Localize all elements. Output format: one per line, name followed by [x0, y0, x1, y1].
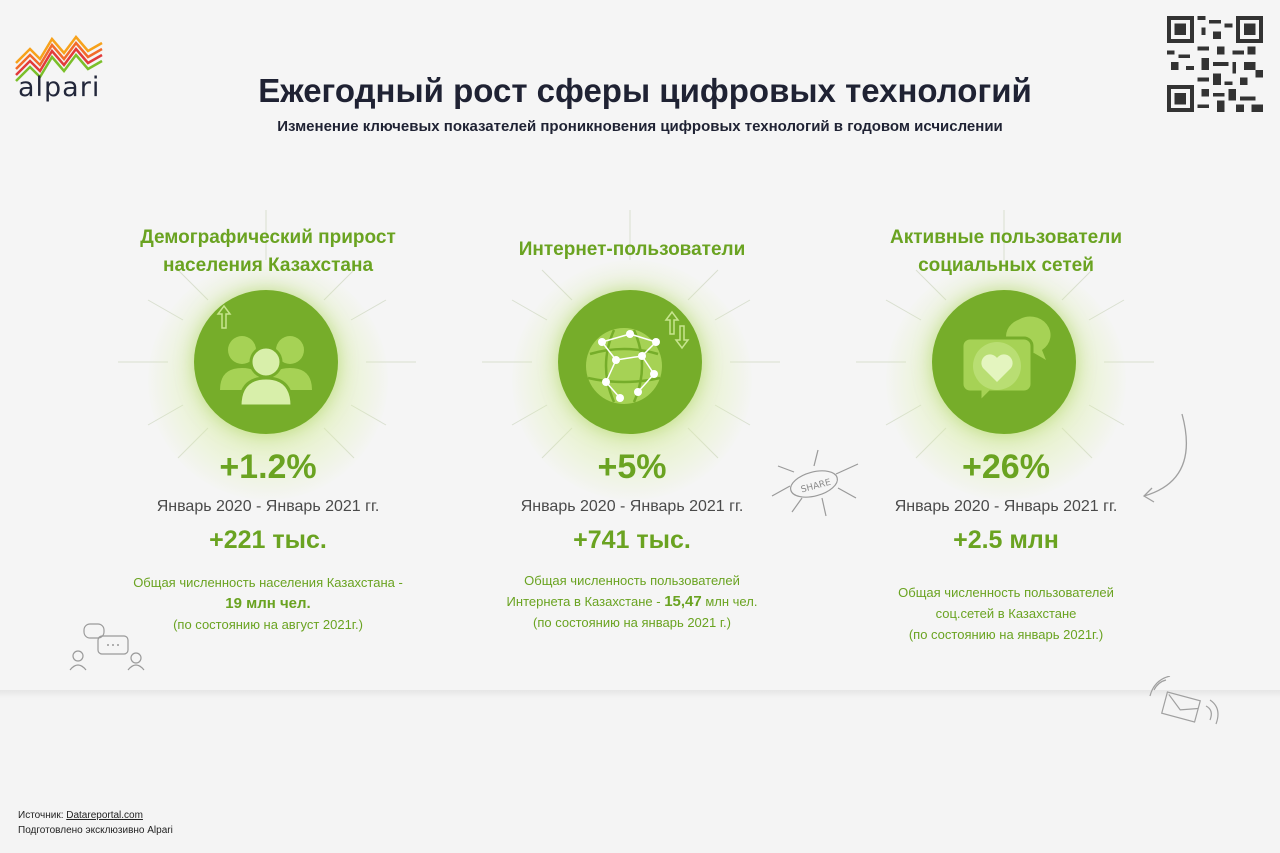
page-title: Ежегодный рост сферы цифровых технологий: [258, 72, 1032, 109]
growth-percent: +1.2%: [219, 448, 317, 486]
mail-doodle-icon: [1149, 676, 1219, 725]
source-link[interactable]: Datareportal.com: [66, 810, 143, 821]
growth-percent: +5%: [597, 448, 667, 486]
card-title: Активные пользователи социальных сетей: [890, 227, 1122, 276]
page-subtitle: Изменение ключевых показателей проникнов…: [277, 118, 1003, 135]
chat-people-doodle-icon: [69, 623, 145, 671]
curved-arrow-doodle-icon: [1142, 413, 1187, 503]
growth-percent: +26%: [962, 448, 1050, 486]
alpari-logo-icon: [15, 35, 103, 82]
absolute-growth: +2.5 млн: [953, 526, 1059, 554]
period-label: Январь 2020 - Январь 2021 гг.: [520, 498, 744, 515]
card-social: Активные пользователи социальных сетей +…: [856, 200, 1156, 680]
heart-chat-icon: [932, 290, 1076, 434]
footer: Источник: Datareportal.com Подготовлено …: [18, 810, 173, 836]
share-doodle-icon: SHARE: [771, 449, 859, 517]
card-internet: Интернет-пользователи +5% Январь 2020 - …: [482, 200, 782, 680]
globe-network-icon: [558, 290, 702, 434]
card-population: Демографический прирост населения Казахс…: [118, 200, 418, 680]
share-label: SHARE: [800, 478, 832, 496]
card-title: Демографический прирост населения Казахс…: [140, 227, 396, 276]
prepared-by: Подготовлено эксклюзивно Alpari: [18, 825, 173, 836]
period-label: Январь 2020 - Январь 2021 гг.: [894, 498, 1118, 515]
period-label: Январь 2020 - Январь 2021 гг.: [156, 498, 380, 515]
qr-code-icon: [1167, 16, 1263, 112]
absolute-growth: +221 тыс.: [209, 526, 327, 554]
panel-divider: [0, 690, 1280, 698]
people-growth-icon: [194, 290, 338, 434]
card-note: Общая численность пользователей Интернет…: [506, 573, 758, 630]
card-note: Общая численность населения Казахстана -…: [133, 575, 403, 632]
brand-name: alpari: [18, 72, 101, 103]
card-note: Общая численность пользователей соц.сете…: [898, 585, 1114, 642]
absolute-growth: +741 тыс.: [573, 526, 691, 554]
card-title: Интернет-пользователи: [518, 239, 746, 260]
